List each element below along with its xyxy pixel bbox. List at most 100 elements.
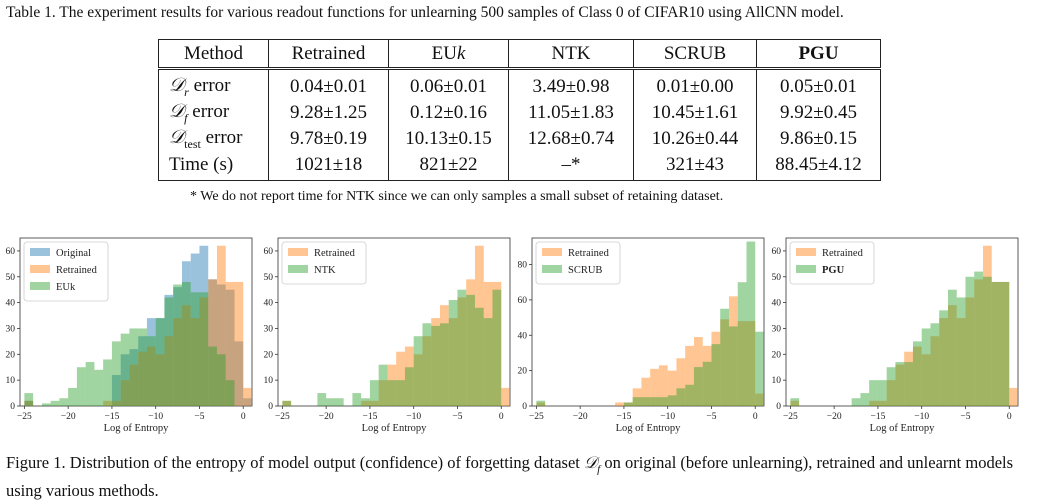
x-tick-label: −10: [914, 412, 929, 422]
legend-label: EUk: [56, 282, 76, 293]
histogram-bar: [24, 400, 34, 406]
table-row: 𝒟f error 9.28±1.25 0.12±0.16 11.05±1.83 …: [158, 100, 881, 126]
table-cell: 0.06±0.01: [388, 67, 509, 100]
histogram-bar: [138, 328, 147, 406]
histogram-bar: [755, 331, 764, 406]
histogram-bar: [685, 384, 694, 406]
histogram-original-retrained-euk: −25 −20 −15 −10 −5 0 0 10 20 30 40 50 60 Log of Entro…: [6, 237, 253, 434]
table-cell: 88.45±4.12: [756, 152, 881, 181]
table-header-row: Method Retrained EUk NTK SCRUB PGU: [158, 39, 881, 69]
figure-caption: Figure 1. Distribution of the entropy of…: [6, 453, 1014, 501]
y-tick-label: 50: [264, 273, 274, 283]
histogram-bar: [904, 351, 913, 406]
y-tick-label: 60: [6, 247, 16, 257]
histogram-bar: [146, 346, 156, 406]
histogram-bar: [536, 400, 546, 406]
histogram-bar: [615, 402, 624, 406]
results-table: Method Retrained EUk NTK SCRUB PGU 𝒟r er…: [158, 39, 881, 181]
histogram-bar: [216, 245, 226, 406]
histogram-bar: [41, 403, 51, 406]
table-cell: –*: [508, 152, 634, 181]
histogram-bar: [413, 354, 423, 406]
histogram-bar: [369, 400, 379, 406]
legend-swatch: [542, 248, 562, 256]
histogram-bar: [466, 294, 475, 406]
legend-box: [23, 241, 109, 302]
legend-label: Original: [56, 248, 91, 259]
legend-label: Retrained: [568, 248, 610, 259]
histogram-bar: [173, 284, 182, 406]
header-scrub: SCRUB: [633, 39, 757, 69]
x-tick-label: −25: [529, 412, 544, 422]
histogram-bar: [146, 318, 156, 406]
histogram-bar: [667, 370, 677, 406]
y-tick-label: 0: [268, 402, 273, 412]
legend-label: Retrained: [56, 265, 98, 276]
table-row: 𝒟test error 9.78±0.19 10.13±0.15 12.68±0…: [158, 126, 881, 152]
x-tick-label: −25: [17, 412, 32, 422]
y-tick-label: 10: [6, 376, 16, 386]
x-tick-label: −10: [148, 412, 163, 422]
histogram-bar: [965, 297, 975, 406]
table-cell: 0.05±0.01: [756, 67, 881, 100]
histogram-bar: [492, 289, 502, 406]
histogram-bar: [129, 364, 139, 406]
histogram-bar: [860, 393, 870, 406]
histogram-bar: [1000, 281, 1010, 406]
histogram-bar: [947, 289, 957, 406]
histogram-bar: [974, 279, 983, 406]
histogram-bar: [76, 367, 86, 406]
histogram-bar: [155, 318, 165, 406]
legend-label: Retrained: [314, 248, 356, 259]
y-tick-label: 30: [264, 324, 274, 334]
histogram-bar: [466, 279, 475, 406]
histogram-bar: [667, 395, 677, 406]
histogram-bar: [877, 400, 887, 406]
x-axis-label: Log of Entropy: [104, 423, 169, 434]
table-caption: Table 1. The experiment results for vari…: [6, 4, 844, 21]
histogram-bar: [921, 328, 931, 406]
y-tick-label: 20: [518, 367, 528, 377]
table-cell: 0.12±0.16: [388, 100, 509, 126]
x-tick-label: 0: [1007, 412, 1012, 422]
table-cell: 9.78±0.19: [268, 126, 389, 152]
histogram-bar: [85, 362, 95, 406]
histogram-bar: [129, 349, 139, 406]
histogram-bar: [181, 281, 191, 406]
x-tick-label: −20: [319, 412, 334, 422]
histogram-retrained-ntk: −25 −20 −15 −10 −5 0 0 10 20 30 40 50 60 Log of Entro…: [264, 237, 511, 434]
histogram-bar: [181, 305, 191, 406]
table-cell: 9.28±1.25: [268, 100, 389, 126]
histogram-bar: [965, 276, 975, 406]
legend: Retrained PGU: [789, 241, 875, 285]
histogram-bar: [120, 380, 130, 406]
histogram-bar: [755, 393, 764, 406]
table-cell: 321±43: [633, 152, 757, 181]
histogram-bar: [720, 319, 729, 406]
legend-label: PGU: [822, 265, 845, 276]
histogram-bar: [921, 354, 931, 406]
histogram-bar: [474, 245, 484, 406]
histogram-bar: [387, 380, 397, 406]
histogram-bar: [895, 364, 905, 406]
row-label-df-error: 𝒟f error: [158, 100, 269, 126]
histogram-bar: [234, 281, 244, 406]
histogram-bar: [199, 292, 209, 406]
series-retrained: [24, 245, 252, 406]
legend-swatch: [542, 265, 562, 273]
y-tick-label: 20: [772, 350, 782, 360]
x-tick-label: 0: [241, 412, 246, 422]
histogram-bar: [650, 368, 659, 406]
legend-box: [789, 241, 875, 285]
histogram-bar: [404, 346, 414, 406]
series-retrained: [790, 245, 1018, 406]
histogram-bar: [623, 402, 633, 406]
legend-label: NTK: [314, 265, 336, 276]
histogram-bar: [146, 336, 156, 406]
legend: Original Retrained EUk: [23, 241, 109, 302]
legend-label: Retrained: [822, 248, 864, 259]
legend: Retrained SCRUB: [535, 241, 621, 285]
histogram-bar: [282, 400, 292, 406]
y-tick-label: 0: [10, 402, 15, 412]
histogram-bar: [431, 318, 440, 406]
